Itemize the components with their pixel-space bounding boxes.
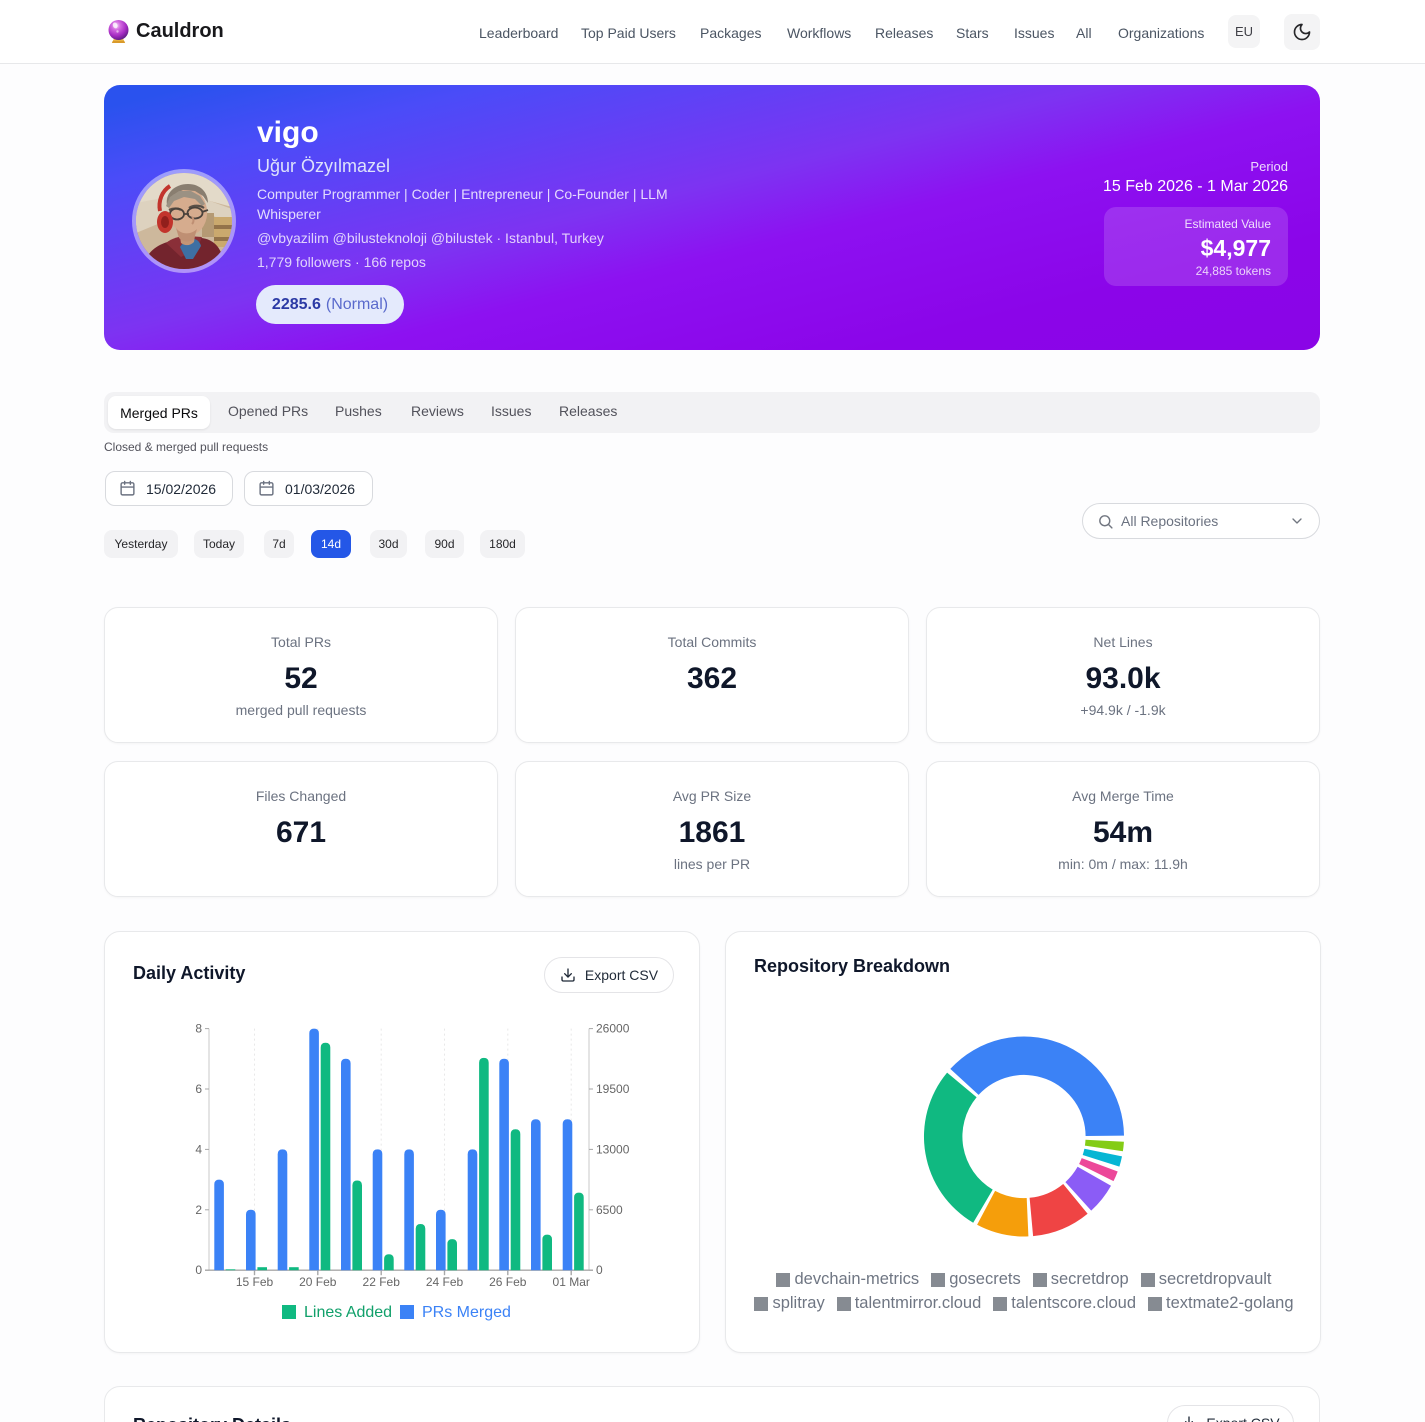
svg-text:26 Feb: 26 Feb [489, 1275, 527, 1289]
svg-text:8: 8 [195, 1022, 202, 1036]
svg-text:01 Mar: 01 Mar [553, 1275, 590, 1289]
svg-text:13000: 13000 [596, 1142, 630, 1156]
svg-text:Lines Added: Lines Added [304, 1304, 392, 1321]
svg-text:19500: 19500 [596, 1082, 630, 1096]
svg-text:20 Feb: 20 Feb [299, 1275, 337, 1289]
svg-text:6500: 6500 [596, 1203, 623, 1217]
svg-text:22 Feb: 22 Feb [363, 1275, 401, 1289]
svg-text:2: 2 [195, 1203, 202, 1217]
svg-text:0: 0 [195, 1263, 202, 1277]
svg-text:0: 0 [596, 1263, 603, 1277]
svg-text:PRs Merged: PRs Merged [422, 1304, 511, 1321]
svg-text:15 Feb: 15 Feb [236, 1275, 274, 1289]
svg-text:6: 6 [195, 1082, 202, 1096]
svg-text:4: 4 [195, 1142, 202, 1156]
svg-text:24 Feb: 24 Feb [426, 1275, 464, 1289]
svg-text:26000: 26000 [596, 1022, 630, 1036]
